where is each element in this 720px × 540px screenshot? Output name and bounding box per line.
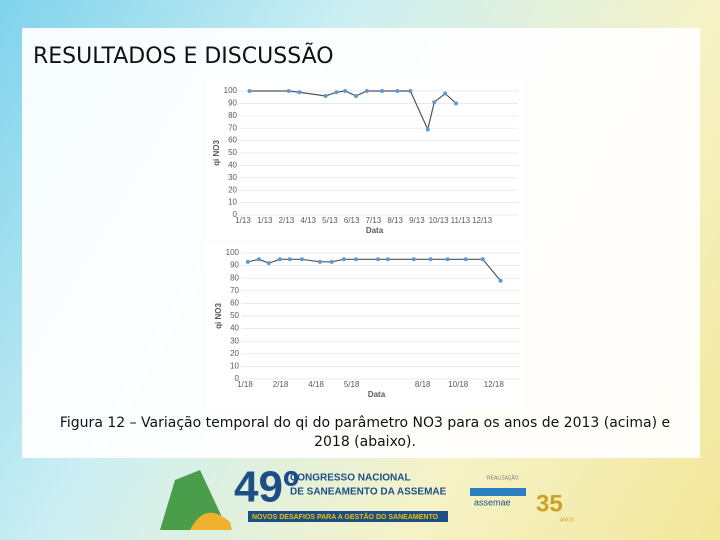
realizacao: REALIZAÇÃO [487,474,519,481]
y-tick-label: 10 [230,362,239,371]
x-tick-label: 1/18 [237,380,253,389]
y-tick-label: 10 [228,198,237,207]
edition: 49º [234,463,299,512]
marker [380,89,385,93]
anos: ANOS [560,517,575,523]
chart-frame [205,80,523,240]
footer-line: DE SANEAMENTO DA ASSEMAE [290,487,447,498]
x-tick-label: 4/13 [300,216,316,225]
marker [463,257,468,262]
anniversary: 35 [536,490,563,517]
x-tick-label: 8/18 [415,380,431,389]
x-tick-label: 11/13 [451,216,471,225]
marker [343,89,348,93]
y-tick-label: 90 [228,99,237,108]
marker [334,90,339,95]
x-tick-label: 4/18 [308,380,324,389]
y-tick-label: 70 [230,286,239,295]
marker [395,89,400,93]
marker [329,259,334,264]
marker [454,101,459,106]
marker [317,259,322,264]
marker [247,89,252,93]
y-tick-label: 50 [230,311,239,320]
y-tick-label: 0 [235,374,240,383]
marker [428,257,433,262]
x-tick-label: 6/13 [344,216,360,225]
footer-line: CONGRESSO NACIONAL [290,473,411,484]
y-tick-label: 40 [230,324,239,333]
x-axis-label: Data [366,226,384,235]
y-tick-label: 40 [228,161,237,170]
x-tick-label: 12/13 [472,216,493,225]
marker [364,89,369,93]
y-tick-label: 90 [230,261,239,270]
y-tick-label: 30 [230,336,239,345]
marker [256,257,261,262]
marker [297,90,302,95]
marker [245,259,250,264]
marker [353,257,358,262]
y-tick-label: 80 [228,111,237,120]
x-tick-label: 7/13 [366,216,382,225]
x-tick-label: 2/13 [279,216,295,225]
chart-frame [205,245,523,410]
x-tick-label: 10/13 [429,216,450,225]
y-tick-label: 20 [228,185,237,194]
marker [341,257,346,262]
x-tick-label: 9/13 [409,216,425,225]
marker [480,257,485,262]
tagline-band [248,511,448,522]
y-tick-label: 70 [228,123,237,132]
y-tick-label: 0 [233,210,238,219]
marker [266,261,271,266]
marker [277,257,282,262]
marker [286,89,291,93]
y-axis-label: qi NO3 [214,303,223,329]
marker [411,257,416,262]
x-tick-label: 2/18 [273,380,289,389]
x-tick-label: 5/13 [322,216,338,225]
marker [425,127,430,132]
x-axis-label: Data [368,390,386,399]
org: assemae [474,497,511,507]
x-tick-label: 1/13 [257,216,273,225]
marker [375,257,380,262]
y-tick-label: 80 [230,273,239,282]
x-tick-label: 1/13 [235,216,251,225]
x-tick-label: 8/13 [387,216,403,225]
marker [445,257,450,262]
org-band [470,488,526,496]
x-tick-label: 10/18 [448,380,469,389]
logo-shape [190,512,232,530]
x-tick-label: 12/18 [484,380,505,389]
marker [354,93,359,98]
tagline: NOVOS DESAFIOS PARA A GESTÃO DO SANEAMEN… [252,512,439,521]
marker [498,278,503,283]
y-tick-label: 100 [226,248,240,257]
footer: 49º CONGRESSO NACIONAL DE SANEAMENTO DA … [160,463,575,530]
y-axis-label: qi NO3 [212,140,221,166]
marker [443,91,448,96]
x-tick-label: 5/18 [344,380,360,389]
marker [432,100,437,105]
marker [287,257,292,262]
y-tick-label: 30 [228,173,237,182]
caption: Figura 12 – Variação temporal do qi do p… [59,415,671,450]
marker [323,93,328,98]
slide-title: RESULTADOS E DISCUSSÃO [33,44,334,69]
y-tick-label: 100 [224,86,238,95]
y-tick-label: 50 [228,148,237,157]
y-tick-label: 60 [230,299,239,308]
marker [408,89,413,93]
y-tick-label: 60 [228,136,237,145]
marker [299,257,304,262]
marker [385,257,390,262]
y-tick-label: 20 [230,349,239,358]
